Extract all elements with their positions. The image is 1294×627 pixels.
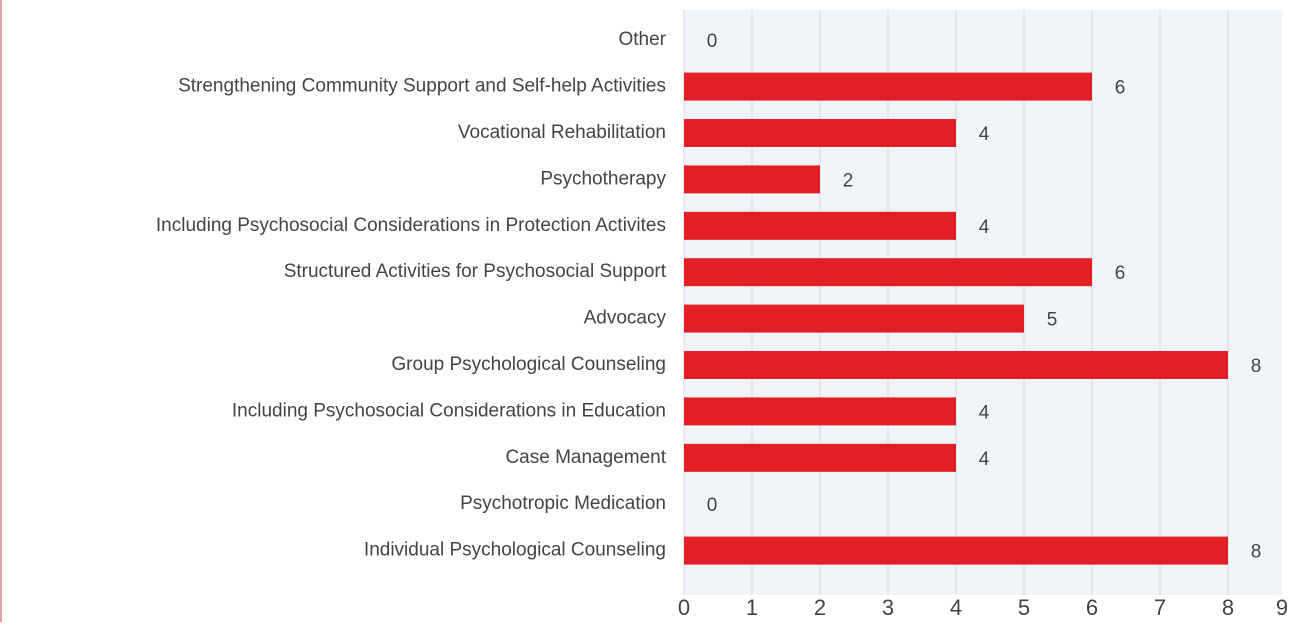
value-label: 8 xyxy=(1251,356,1262,377)
bar xyxy=(684,211,956,240)
value-label: 8 xyxy=(1251,542,1262,563)
y-tick-label: Structured Activities for Psychosocial S… xyxy=(284,261,667,282)
value-label: 4 xyxy=(979,217,990,238)
bar xyxy=(684,72,1092,101)
y-tick-label: Case Management xyxy=(505,447,666,468)
x-tick-label: 6 xyxy=(1086,595,1098,620)
bar xyxy=(684,258,1092,287)
x-tick-label: 1 xyxy=(746,595,758,620)
x-tick-label: 2 xyxy=(814,595,826,620)
bar xyxy=(684,304,1024,333)
value-label: 4 xyxy=(979,124,990,145)
x-tick-label: 8 xyxy=(1222,595,1234,620)
y-tick-label: Psychotropic Medication xyxy=(460,493,666,514)
value-label: 4 xyxy=(979,402,990,423)
x-tick-label: 5 xyxy=(1018,595,1030,620)
y-tick-label: Psychotherapy xyxy=(540,168,666,189)
x-tick-label: 4 xyxy=(950,595,962,620)
x-tick-label: 9 xyxy=(1276,595,1288,620)
x-tick-label: 0 xyxy=(678,595,690,620)
bar xyxy=(684,443,956,472)
x-tick-label: 7 xyxy=(1154,595,1166,620)
y-tick-label: Individual Psychological Counseling xyxy=(364,540,666,561)
value-label: 4 xyxy=(979,449,990,470)
y-tick-label: Strengthening Community Support and Self… xyxy=(178,76,666,97)
value-label: 6 xyxy=(1115,78,1126,99)
bar xyxy=(684,536,1228,565)
y-tick-label: Other xyxy=(618,29,666,50)
y-tick-label: Advocacy xyxy=(584,308,667,329)
plot-background xyxy=(684,10,1282,595)
y-tick-label: Vocational Rehabilitation xyxy=(458,122,666,143)
bar xyxy=(684,119,956,147)
y-tick-label: Including Psychosocial Considerations in… xyxy=(156,215,666,236)
value-label: 5 xyxy=(1047,310,1058,331)
x-tick-label: 3 xyxy=(882,595,894,620)
y-tick-label: Including Psychosocial Considerations in… xyxy=(232,400,666,421)
bar xyxy=(684,351,1228,379)
value-label: 6 xyxy=(1115,263,1126,284)
value-label: 0 xyxy=(707,31,718,52)
value-label: 2 xyxy=(843,170,854,191)
y-tick-label: Group Psychological Counseling xyxy=(391,354,666,375)
bar xyxy=(684,397,956,426)
value-label: 0 xyxy=(707,495,718,516)
bar xyxy=(684,165,820,194)
